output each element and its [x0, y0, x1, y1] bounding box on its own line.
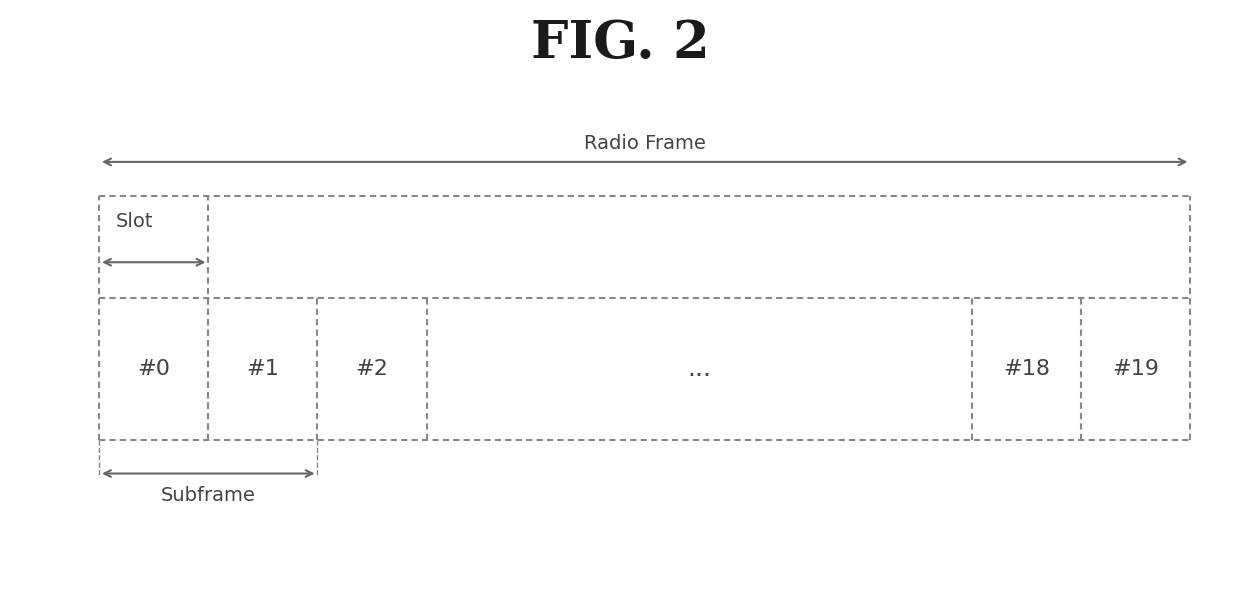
Text: FIG. 2: FIG. 2 — [531, 18, 709, 69]
Text: Subframe: Subframe — [161, 486, 255, 505]
Text: #19: #19 — [1112, 359, 1159, 379]
Text: #1: #1 — [247, 359, 279, 379]
Text: #2: #2 — [356, 359, 388, 379]
Text: #0: #0 — [138, 359, 170, 379]
Text: Radio Frame: Radio Frame — [584, 134, 706, 153]
Text: #18: #18 — [1003, 359, 1050, 379]
Text: Slot: Slot — [115, 211, 153, 231]
Text: ...: ... — [687, 357, 712, 381]
